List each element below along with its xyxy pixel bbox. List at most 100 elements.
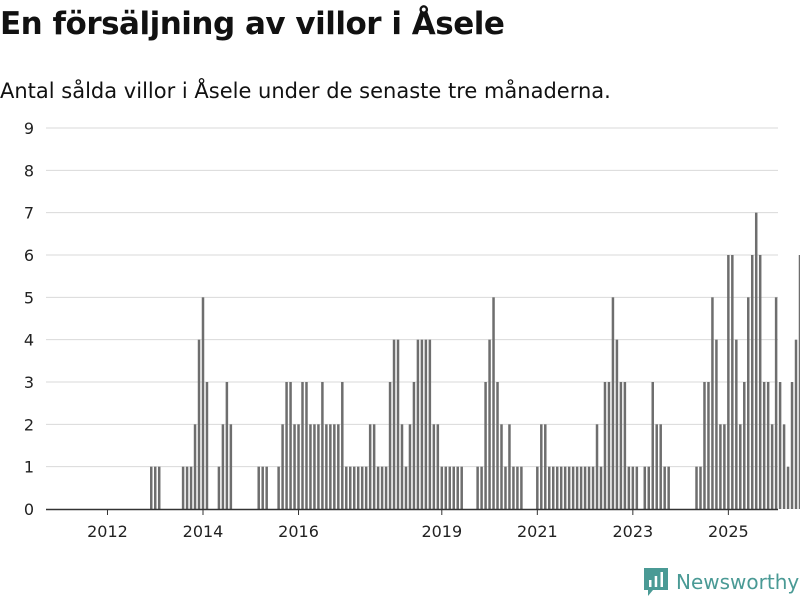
bar (293, 424, 296, 509)
bar (496, 382, 499, 509)
bar (659, 424, 662, 509)
bar (695, 466, 698, 509)
bar (595, 424, 599, 509)
bar (540, 424, 543, 509)
chart-subtitle: Antal sålda villor i Åsele under de sena… (0, 79, 611, 103)
y-tick-label: 7 (24, 204, 34, 223)
bar (567, 466, 571, 509)
bar (778, 382, 782, 509)
bar (667, 466, 670, 509)
bar (345, 466, 348, 509)
bar (627, 466, 631, 509)
bar (703, 382, 706, 509)
bar (217, 466, 221, 509)
bar (571, 466, 575, 509)
bar (758, 255, 762, 509)
y-tick-label: 0 (24, 500, 34, 519)
bar (408, 424, 412, 509)
y-tick-label: 3 (24, 373, 34, 392)
bar (341, 382, 344, 509)
bar (587, 466, 591, 509)
bar (512, 466, 515, 509)
bar (579, 466, 583, 509)
bar (416, 339, 420, 509)
bar (317, 424, 320, 509)
bar (743, 382, 746, 509)
y-tick-label: 4 (24, 331, 34, 350)
bar (548, 466, 551, 509)
bar (476, 466, 479, 509)
bar (536, 466, 539, 509)
bar (631, 466, 635, 509)
bar (349, 466, 352, 509)
bar (794, 339, 798, 509)
bar (747, 297, 750, 509)
newsworthy-logo-icon (644, 568, 668, 596)
bar (432, 424, 436, 509)
bar (591, 466, 595, 509)
bar (388, 382, 392, 509)
bar (615, 339, 619, 509)
chart-title: En försäljning av villor i Åsele (0, 6, 505, 42)
bar (384, 466, 388, 509)
brand-name: Newsworthy (676, 570, 800, 594)
bar (607, 382, 611, 509)
bar (754, 212, 758, 509)
bar (707, 382, 710, 509)
bar (404, 466, 408, 509)
bar (583, 466, 587, 509)
x-tick-label: 2025 (708, 522, 749, 541)
bar (392, 339, 396, 509)
bar (480, 466, 483, 509)
bar (153, 466, 157, 509)
bar (285, 382, 288, 509)
bar (372, 424, 376, 509)
bar (201, 297, 205, 509)
bar (424, 339, 428, 509)
bar (325, 424, 328, 509)
bar (281, 424, 284, 509)
bar (356, 466, 360, 509)
bar (575, 466, 579, 509)
bar (492, 297, 495, 509)
y-tick-label: 9 (24, 119, 34, 138)
bar (635, 466, 639, 509)
bar (770, 424, 774, 509)
bar (197, 339, 201, 509)
bar (452, 466, 455, 509)
bar (313, 424, 316, 509)
bar (719, 424, 722, 509)
x-tick-label: 2016 (278, 522, 319, 541)
bar (555, 466, 559, 509)
x-tick-label: 2023 (612, 522, 653, 541)
bar (305, 382, 308, 509)
bar (699, 466, 702, 509)
bar (655, 424, 658, 509)
bar (456, 466, 459, 509)
bar (289, 382, 292, 509)
bar (735, 339, 738, 509)
bar (798, 255, 800, 509)
bar (551, 466, 555, 509)
x-tick-label: 2014 (183, 522, 224, 541)
bar (380, 466, 384, 509)
x-tick-label: 2012 (87, 522, 128, 541)
bar (301, 382, 304, 509)
bar (782, 424, 786, 509)
bar (762, 382, 766, 509)
bar (766, 382, 770, 509)
bar (727, 255, 730, 509)
bar (412, 382, 416, 509)
bar (739, 424, 742, 509)
bar (559, 466, 563, 509)
bar (400, 424, 404, 509)
bar (157, 466, 161, 509)
bar (333, 424, 336, 509)
bar (329, 424, 332, 509)
y-tick-label: 2 (24, 415, 34, 434)
bar (181, 466, 185, 509)
bar (360, 466, 364, 509)
bar (436, 424, 440, 509)
bar (460, 466, 463, 509)
